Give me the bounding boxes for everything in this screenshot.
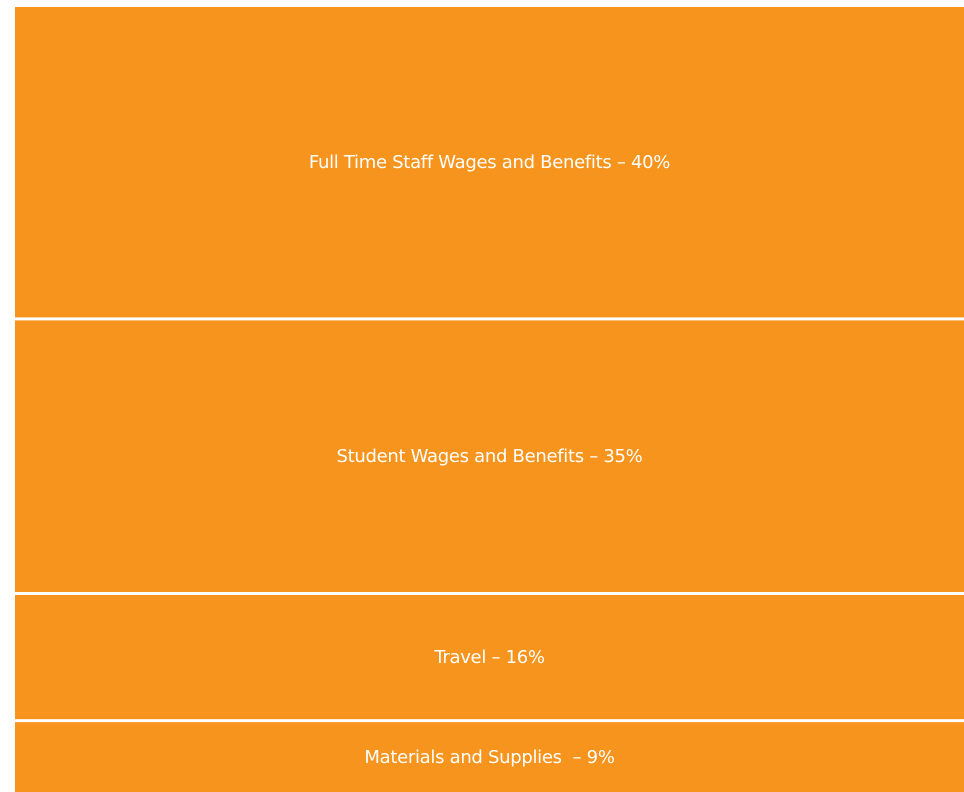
block-label: Materials and Supplies – 9% <box>364 747 614 768</box>
block <box>15 722 964 792</box>
block <box>15 595 964 720</box>
block-label: Student Wages and Benefits – 35% <box>337 446 643 467</box>
block-label: Full Time Staff Wages and Benefits – 40% <box>309 152 670 173</box>
block <box>15 7 964 318</box>
block-label: Travel – 16% <box>433 647 545 668</box>
block <box>15 320 964 592</box>
